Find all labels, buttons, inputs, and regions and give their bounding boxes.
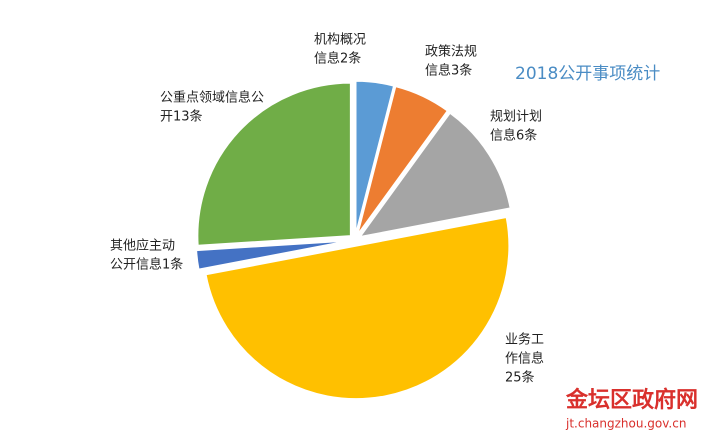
pie-slice	[196, 82, 352, 247]
data-label: 信息3条	[425, 63, 472, 79]
data-label: 信息2条	[314, 51, 361, 67]
data-label: 开13条	[160, 109, 203, 125]
pie-slice	[355, 80, 395, 235]
pie-slice	[358, 111, 512, 238]
data-label: 其他应主动	[110, 238, 175, 254]
data-label: 信息6条	[490, 128, 537, 144]
data-label: 业务工	[505, 332, 544, 348]
data-label: 政策法规	[425, 44, 477, 60]
pie-slice	[204, 216, 510, 400]
watermark-url: jt.changzhou.gov.cn	[565, 417, 686, 431]
pie-slice	[356, 85, 449, 236]
data-label: 公重点领域信息公	[160, 90, 264, 106]
data-label: 25条	[505, 370, 535, 386]
data-label: 规划计划	[490, 110, 542, 125]
chart-title: 2018公开事项统计	[515, 64, 660, 84]
data-label: 机构概况	[314, 33, 366, 48]
data-label: 公开信息1条	[110, 257, 183, 273]
pie-slice	[195, 240, 350, 271]
data-label: 作信息	[505, 351, 544, 367]
watermark-site: 金坛区政府网	[565, 387, 698, 413]
